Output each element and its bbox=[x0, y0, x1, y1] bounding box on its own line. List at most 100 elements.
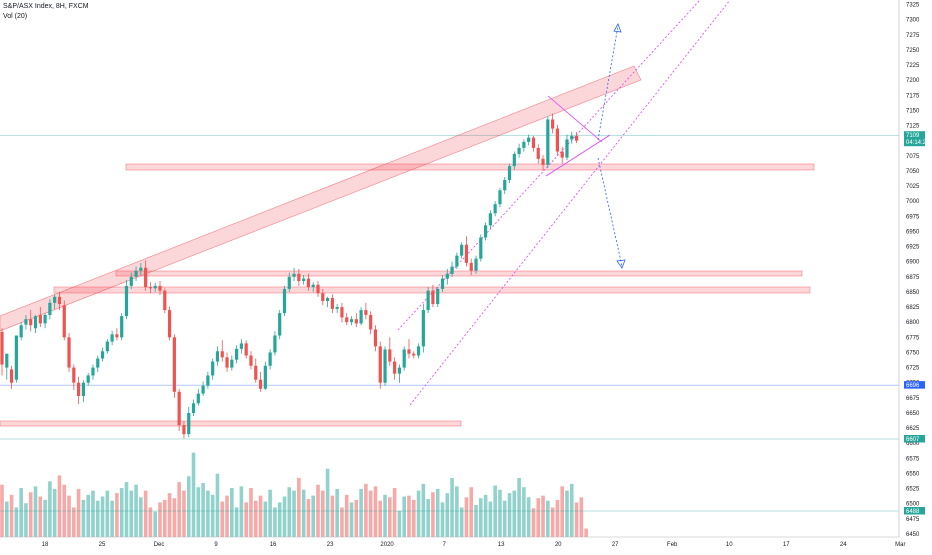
candle-body bbox=[244, 343, 248, 356]
candle-body bbox=[493, 204, 497, 214]
volume-bar bbox=[373, 486, 378, 537]
bullish-projection-arrow[interactable] bbox=[597, 25, 619, 141]
channel-upper-line[interactable] bbox=[397, 0, 701, 331]
candle-body bbox=[402, 349, 406, 368]
candle-body bbox=[258, 379, 263, 389]
volume-bar bbox=[115, 493, 119, 537]
price-tag-bg bbox=[904, 507, 925, 515]
chart-legend[interactable]: S&P/ASX Index, 8H, FXCM Vol (20) bbox=[3, 2, 89, 22]
volume-bar bbox=[110, 500, 114, 537]
volume-bar bbox=[431, 492, 435, 537]
volume-bar bbox=[100, 496, 105, 537]
volume-bar bbox=[28, 492, 33, 537]
price-tick-label: 7050 bbox=[906, 169, 920, 175]
drawings[interactable] bbox=[0, 0, 815, 427]
candle-body bbox=[33, 316, 38, 329]
price-tick-label: 7075 bbox=[906, 154, 920, 160]
candle-body bbox=[124, 285, 129, 317]
time-tick-label: Dec bbox=[154, 542, 165, 548]
volume-bar bbox=[474, 504, 478, 537]
volume-bar bbox=[464, 497, 469, 537]
candle-body bbox=[546, 119, 550, 165]
candle-body bbox=[388, 349, 392, 362]
pennant-lower-line[interactable] bbox=[545, 134, 611, 177]
candle-body bbox=[373, 329, 378, 347]
volume-bar bbox=[201, 483, 205, 537]
volume-bar bbox=[469, 487, 474, 537]
candle-body bbox=[211, 361, 215, 376]
volume-bar bbox=[498, 489, 502, 537]
volume-bar bbox=[186, 476, 191, 537]
price-tick-label: 6675 bbox=[906, 396, 920, 402]
candle-body bbox=[43, 314, 47, 324]
volume-bar bbox=[206, 490, 210, 537]
candle-body bbox=[483, 225, 488, 238]
price-tick-label: 6775 bbox=[906, 335, 920, 341]
volume-bar bbox=[459, 507, 464, 537]
candle-body bbox=[14, 335, 18, 380]
volume-bar bbox=[253, 500, 258, 537]
candle-body bbox=[383, 349, 387, 383]
time-axis[interactable]: 18 25 Dec 9 16 23 2020 7 13 20 27 Feb 10 17 24 Mar bbox=[0, 536, 905, 548]
volume-bar bbox=[129, 490, 134, 537]
price-tick-label: 7275 bbox=[906, 33, 920, 39]
volume-bar bbox=[416, 490, 421, 537]
candle-body bbox=[201, 385, 205, 394]
candle-body bbox=[172, 337, 176, 392]
support-zone-7050[interactable] bbox=[125, 163, 815, 171]
volume-indicator-title[interactable]: Vol (20) bbox=[3, 13, 28, 20]
support-zone-6880[interactable] bbox=[115, 270, 803, 277]
channel-lower-line[interactable] bbox=[409, 0, 731, 406]
volume-bar bbox=[407, 495, 411, 537]
bearish-projection-arrow[interactable] bbox=[597, 157, 623, 267]
price-tick-label: 7150 bbox=[906, 108, 920, 114]
price-tick-label: 7175 bbox=[906, 93, 920, 99]
volume-bar bbox=[287, 487, 292, 537]
candle-body bbox=[378, 346, 382, 383]
candle-body bbox=[220, 351, 224, 358]
volume-bar bbox=[330, 495, 335, 537]
volume-bar bbox=[105, 490, 110, 537]
price-tick-label: 6800 bbox=[906, 320, 920, 326]
candle-body bbox=[565, 139, 569, 158]
time-tick-label: 27 bbox=[612, 542, 619, 548]
candle-body bbox=[488, 213, 492, 226]
candle-body bbox=[311, 284, 315, 288]
candle-body bbox=[254, 365, 258, 380]
volume-bar bbox=[14, 507, 19, 537]
candle-body bbox=[512, 153, 516, 167]
candle-body bbox=[287, 276, 291, 289]
candle-body bbox=[354, 319, 358, 324]
price-tag-bg bbox=[904, 381, 925, 389]
price-tick-label: 7225 bbox=[906, 63, 920, 69]
volume-bar bbox=[225, 495, 229, 537]
rising-resistance-band[interactable] bbox=[0, 65, 642, 332]
candle-body bbox=[431, 290, 435, 305]
candle-body bbox=[369, 314, 373, 330]
candle-body bbox=[412, 353, 416, 356]
symbol-title[interactable]: S&P/ASX Index, 8H, FXCM bbox=[3, 3, 89, 10]
volume-bar bbox=[220, 501, 225, 537]
volume-bar bbox=[493, 485, 497, 537]
candle-body bbox=[206, 375, 210, 386]
price-tick-label: 7200 bbox=[906, 78, 920, 84]
price-axis[interactable]: 7325730072757250722572007175715071257100… bbox=[898, 0, 920, 538]
candle-body bbox=[551, 119, 555, 129]
candle-body bbox=[364, 310, 368, 315]
time-tick-label: 25 bbox=[99, 542, 106, 548]
pennant-upper-line[interactable] bbox=[547, 95, 603, 143]
volume-bar bbox=[244, 502, 248, 537]
volume-bar bbox=[210, 494, 215, 537]
candle-body bbox=[460, 244, 464, 256]
volume-bar bbox=[411, 499, 416, 537]
volume-bar bbox=[19, 488, 23, 537]
volume-bar bbox=[239, 486, 244, 537]
support-zone-6640[interactable] bbox=[0, 420, 462, 427]
volume-bar bbox=[48, 481, 52, 537]
price-tag-countdown: 04:14:22 bbox=[906, 140, 930, 146]
price-tick-label: 6975 bbox=[906, 214, 920, 220]
price-tick-label: 6850 bbox=[906, 290, 920, 296]
volume-bar bbox=[297, 477, 301, 537]
